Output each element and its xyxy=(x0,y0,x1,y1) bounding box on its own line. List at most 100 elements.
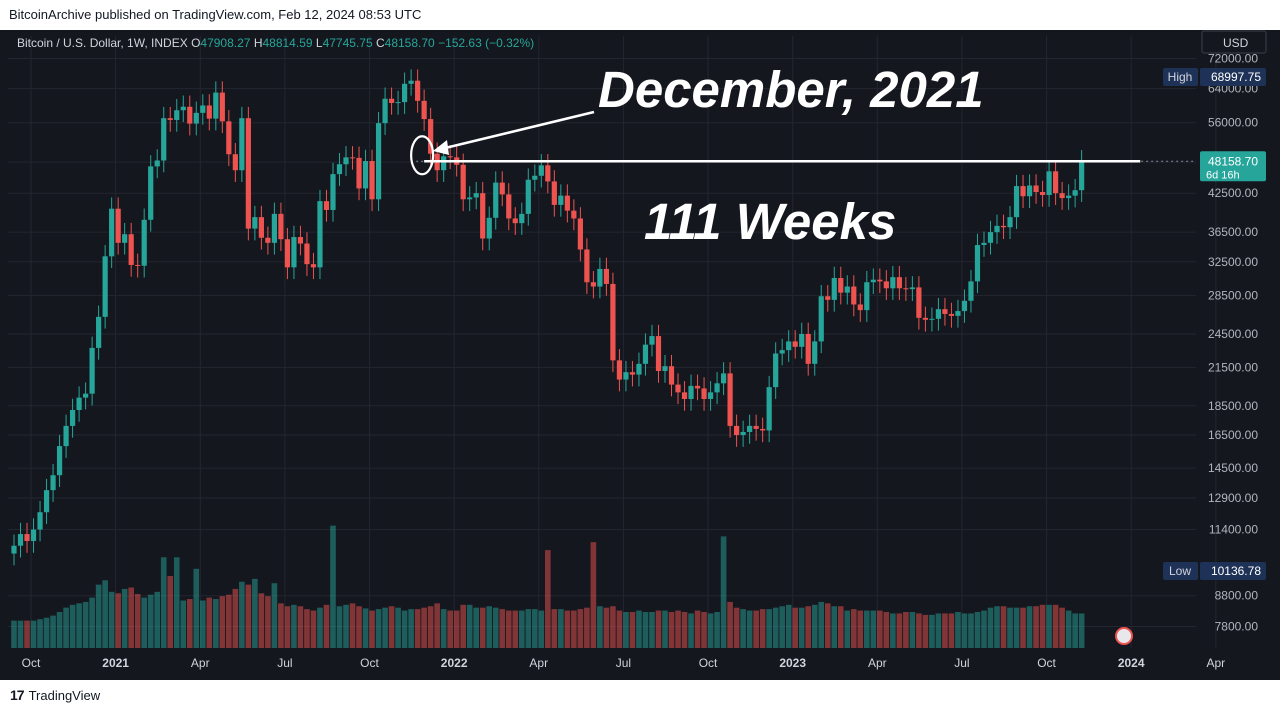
low-value: 47745.75 xyxy=(323,36,373,50)
volume-bar xyxy=(173,557,180,648)
candle-body xyxy=(818,296,824,342)
candle-body xyxy=(707,392,714,399)
volume-bar xyxy=(1020,607,1026,648)
candle-body xyxy=(675,384,681,393)
volume-bar xyxy=(95,584,102,648)
volume-bar xyxy=(486,606,493,648)
candle-body xyxy=(167,118,173,120)
currency-label: USD xyxy=(1223,36,1249,50)
candle-body xyxy=(115,208,121,243)
candle-body xyxy=(512,218,518,224)
volume-bar xyxy=(675,610,681,648)
volume-bar xyxy=(102,580,108,648)
volume-bar xyxy=(870,610,877,648)
volume-bar xyxy=(714,612,720,648)
candle-body xyxy=(883,281,889,289)
volume-bar xyxy=(1039,604,1046,648)
volume-bar xyxy=(688,613,694,648)
tradingview-brand: TradingView xyxy=(28,687,101,703)
volume-bar xyxy=(291,604,297,648)
candle-body xyxy=(577,218,583,250)
volume-bar xyxy=(186,599,193,648)
volume-bar xyxy=(662,610,668,648)
close-label: C xyxy=(376,36,385,50)
volume-bar xyxy=(460,604,466,648)
volume-bar xyxy=(323,604,330,648)
volume-bar xyxy=(453,610,460,648)
volume-bar xyxy=(245,584,252,648)
candle-body xyxy=(857,304,863,311)
candle-body xyxy=(421,100,427,120)
volume-bar xyxy=(278,603,284,648)
volume-bar xyxy=(642,612,649,648)
candle-body xyxy=(460,164,466,200)
candle-body xyxy=(805,333,811,364)
volume-bar xyxy=(330,525,336,648)
publisher-text: BitcoinArchive published on TradingView.… xyxy=(9,7,422,22)
candle-body xyxy=(603,268,610,284)
volume-bar xyxy=(603,607,610,648)
candle-body xyxy=(1079,161,1085,191)
candle-body xyxy=(558,195,564,205)
volume-bar xyxy=(610,606,616,648)
volume-bar xyxy=(24,620,30,648)
low-label: L xyxy=(316,36,323,50)
volume-bar xyxy=(766,609,772,648)
candle-body xyxy=(30,529,37,542)
candle-body xyxy=(668,366,675,385)
candle-body xyxy=(538,165,544,176)
volume-bar xyxy=(981,610,987,648)
currency-button[interactable] xyxy=(1201,30,1267,54)
volume-bar xyxy=(115,593,121,648)
candle-body xyxy=(948,313,955,316)
candle-body xyxy=(245,118,251,229)
candle-body xyxy=(486,217,492,239)
symbol-label: Bitcoin / U.S. Dollar, 1W, INDEX xyxy=(17,36,188,50)
candle-body xyxy=(877,279,883,282)
candle-body xyxy=(766,387,772,431)
high-label: H xyxy=(254,36,263,50)
candle-body xyxy=(174,110,180,120)
candle-body xyxy=(278,213,284,240)
candle-body xyxy=(701,388,707,399)
volume-bar xyxy=(317,607,323,648)
volume-bar xyxy=(746,610,753,648)
volume-bar xyxy=(388,606,395,648)
volume-bar xyxy=(252,578,258,648)
volume-bar xyxy=(128,587,134,648)
candle-body xyxy=(655,336,662,371)
candle-body xyxy=(720,373,727,384)
volume-bar xyxy=(447,610,453,648)
time-tick-label: Apr xyxy=(868,656,887,670)
volume-bar xyxy=(343,604,349,648)
volume-bar xyxy=(349,603,356,648)
time-tick-label: Jul xyxy=(277,656,292,670)
volume-bar xyxy=(649,612,655,648)
high-value: 48814.59 xyxy=(262,36,312,50)
candle-body xyxy=(623,372,629,380)
candle-body xyxy=(994,225,1000,233)
volume-bar xyxy=(811,604,818,648)
candle-body xyxy=(1072,190,1078,196)
candle-body xyxy=(1059,193,1065,199)
volume-bar xyxy=(141,597,147,648)
bitcoin-weekly-chart[interactable]: December, 2021 111 Weeks 72000.0064000.00… xyxy=(0,30,1280,680)
volume-bar xyxy=(753,610,759,648)
chart-background xyxy=(0,30,1280,680)
candle-body xyxy=(1033,185,1039,193)
volume-bar xyxy=(532,609,538,648)
price-tick-label: 8800.00 xyxy=(1215,589,1259,603)
candle-body xyxy=(375,123,382,200)
volume-bar xyxy=(844,610,851,648)
volume-bar xyxy=(1007,607,1013,648)
candle-body xyxy=(297,237,304,244)
candle-body xyxy=(734,425,740,436)
volume-bar xyxy=(740,609,746,648)
high-value: 68997.75 xyxy=(1211,70,1261,84)
volume-bar xyxy=(1026,606,1033,648)
candle-body xyxy=(1053,171,1059,194)
candle-body xyxy=(402,83,408,103)
price-tick-label: 56000.00 xyxy=(1208,116,1258,130)
tradingview-logo[interactable]: 17 TradingView xyxy=(10,687,100,703)
candle-body xyxy=(968,281,974,301)
